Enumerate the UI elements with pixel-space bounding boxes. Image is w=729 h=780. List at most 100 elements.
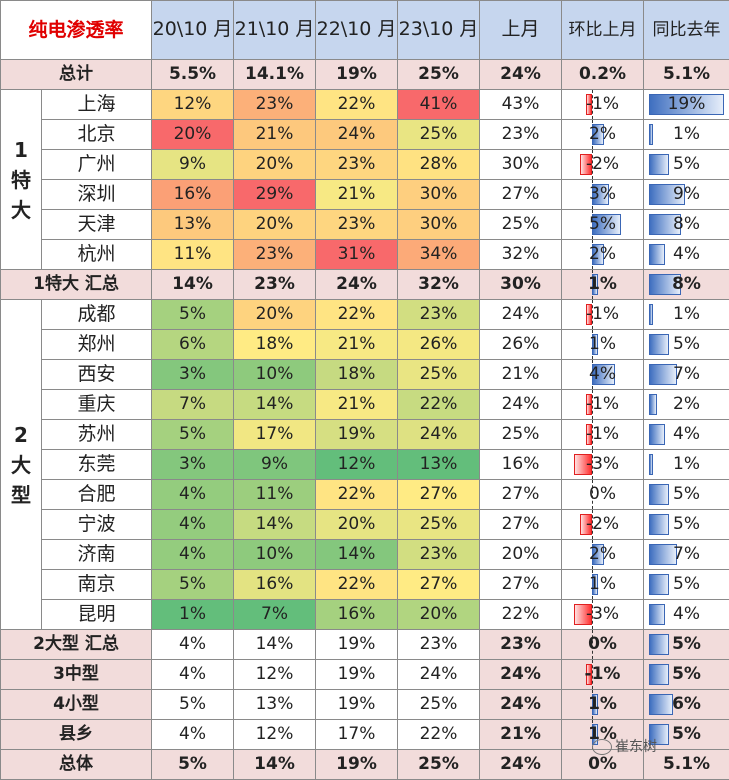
row-value: 24%	[480, 660, 562, 690]
last-month-cell: 26%	[480, 330, 562, 360]
city-name: 南京	[42, 570, 152, 600]
yoy-value: 5%	[672, 724, 701, 744]
total-value: 14.1%	[234, 60, 316, 90]
col-header-2110: 21\10 月	[234, 1, 316, 60]
mom-cell: 2%	[562, 120, 644, 150]
mom-value: -1%	[586, 394, 619, 414]
penetration-cell: 4%	[152, 510, 234, 540]
penetration-cell: 21%	[316, 330, 398, 360]
penetration-cell: 25%	[398, 360, 480, 390]
penetration-cell: 7%	[234, 600, 316, 630]
row-label: 4小型	[1, 690, 152, 720]
yoy-value: 8%	[672, 274, 701, 294]
city-name: 西安	[42, 360, 152, 390]
row-value: 19%	[316, 690, 398, 720]
yoy-bar	[649, 634, 669, 655]
yoy-value: 4%	[673, 244, 700, 264]
yoy-cell: 4%	[644, 240, 729, 270]
row-value: 22%	[398, 720, 480, 750]
mom-value: -1%	[586, 304, 619, 324]
mom-value: 2%	[589, 544, 616, 564]
penetration-cell: 12%	[152, 90, 234, 120]
mom-cell: -1%	[562, 300, 644, 330]
mom-value: 1%	[588, 724, 617, 744]
yoy-value: 1%	[673, 304, 700, 324]
city-name: 上海	[42, 90, 152, 120]
col-header-yoy: 同比去年	[644, 1, 729, 60]
yoy-bar	[649, 574, 669, 595]
penetration-cell: 41%	[398, 90, 480, 120]
penetration-cell: 25%	[398, 510, 480, 540]
penetration-cell: 3%	[152, 360, 234, 390]
summary-value: 24%	[316, 270, 398, 300]
penetration-cell: 24%	[316, 120, 398, 150]
city-name: 深圳	[42, 180, 152, 210]
yoy-value: 8%	[673, 214, 700, 234]
yoy-bar	[649, 394, 657, 415]
yoy-value: 6%	[672, 694, 701, 714]
mom-value: 1%	[588, 274, 617, 294]
penetration-cell: 12%	[316, 450, 398, 480]
city-name: 昆明	[42, 600, 152, 630]
penetration-cell: 20%	[234, 300, 316, 330]
penetration-cell: 30%	[398, 180, 480, 210]
city-name: 重庆	[42, 390, 152, 420]
penetration-cell: 27%	[398, 570, 480, 600]
mom-cell: 1%	[562, 570, 644, 600]
yoy-value: 1%	[673, 454, 700, 474]
row-value: 5%	[152, 750, 234, 780]
yoy-bar	[649, 334, 669, 355]
total-value: 19%	[316, 60, 398, 90]
penetration-cell: 20%	[398, 600, 480, 630]
mom-value: 2%	[589, 244, 616, 264]
last-month-cell: 43%	[480, 90, 562, 120]
city-name: 苏州	[42, 420, 152, 450]
city-name: 天津	[42, 210, 152, 240]
row-value: 12%	[234, 720, 316, 750]
penetration-cell: 21%	[234, 120, 316, 150]
city-name: 东莞	[42, 450, 152, 480]
yoy-cell: 9%	[644, 180, 729, 210]
summary-value: 14%	[152, 270, 234, 300]
total-value: 24%	[480, 60, 562, 90]
last-month-cell: 16%	[480, 450, 562, 480]
row-value: 19%	[316, 750, 398, 780]
city-name: 成都	[42, 300, 152, 330]
yoy-bar	[649, 244, 665, 265]
mom-cell: 1%	[562, 690, 644, 720]
mom-value: -3%	[586, 604, 619, 624]
penetration-cell: 5%	[152, 300, 234, 330]
yoy-value: 5%	[672, 664, 701, 684]
row-value: 4%	[152, 720, 234, 750]
summary-value: 30%	[480, 270, 562, 300]
table-title: 纯电渗透率	[1, 1, 152, 60]
row-value: 4%	[152, 660, 234, 690]
row-value: 12%	[234, 660, 316, 690]
yoy-cell: 5%	[644, 630, 729, 660]
total-value: 25%	[398, 60, 480, 90]
mom-value: -2%	[586, 514, 619, 534]
last-month-cell: 22%	[480, 600, 562, 630]
total-value: 5.1%	[644, 60, 729, 90]
penetration-cell: 20%	[152, 120, 234, 150]
penetration-cell: 23%	[398, 540, 480, 570]
penetration-cell: 23%	[316, 150, 398, 180]
yoy-cell: 8%	[644, 270, 729, 300]
city-name: 广州	[42, 150, 152, 180]
mom-value: 1%	[588, 694, 617, 714]
mom-cell: -3%	[562, 450, 644, 480]
row-label: 县乡	[1, 720, 152, 750]
last-month-cell: 20%	[480, 540, 562, 570]
summary-value: 32%	[398, 270, 480, 300]
